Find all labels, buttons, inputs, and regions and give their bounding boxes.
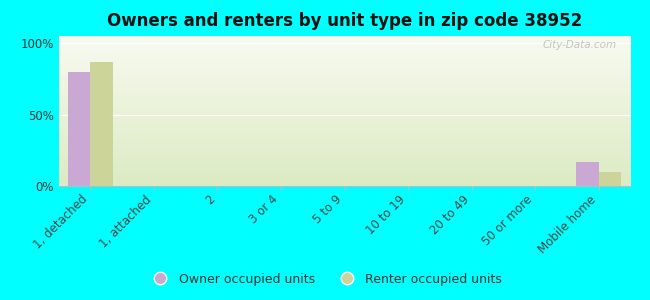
Bar	[90, 62, 112, 186]
Bar	[68, 72, 90, 186]
Bar	[577, 162, 599, 186]
Text: City-Data.com: City-Data.com	[542, 40, 616, 50]
Title: Owners and renters by unit type in zip code 38952: Owners and renters by unit type in zip c…	[107, 12, 582, 30]
Bar	[599, 172, 621, 186]
Legend: Owner occupied units, Renter occupied units: Owner occupied units, Renter occupied un…	[143, 268, 507, 291]
